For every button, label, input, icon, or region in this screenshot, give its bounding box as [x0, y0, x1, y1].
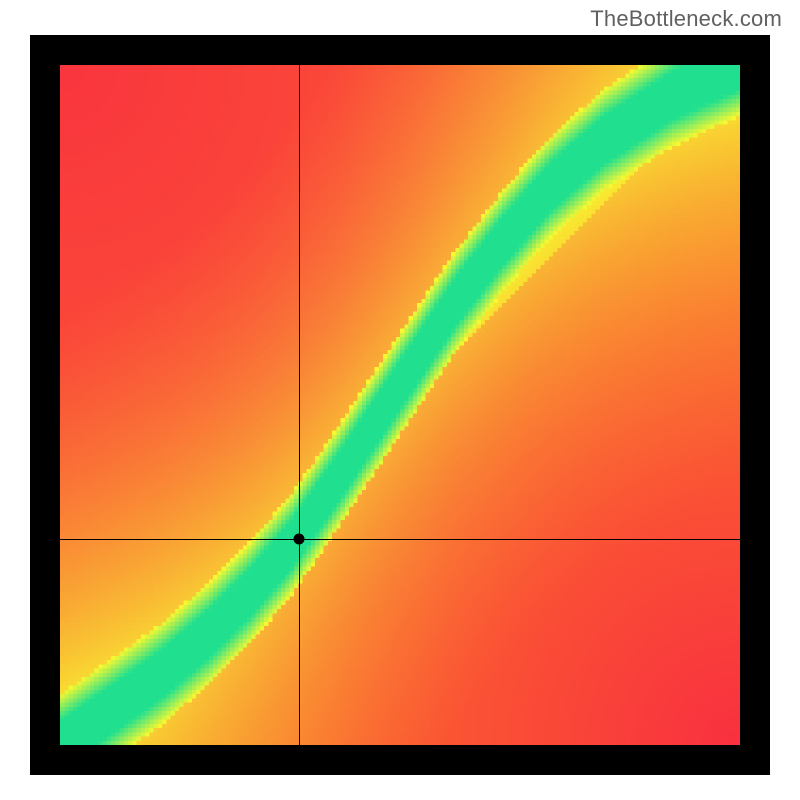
plot-border: [30, 35, 770, 775]
heatmap-plot: [60, 65, 740, 745]
crosshair-horizontal: [60, 539, 740, 540]
watermark-text: TheBottleneck.com: [590, 6, 782, 32]
crosshair-vertical: [299, 65, 300, 745]
data-point-marker: [294, 533, 305, 544]
heatmap-canvas: [60, 65, 740, 745]
